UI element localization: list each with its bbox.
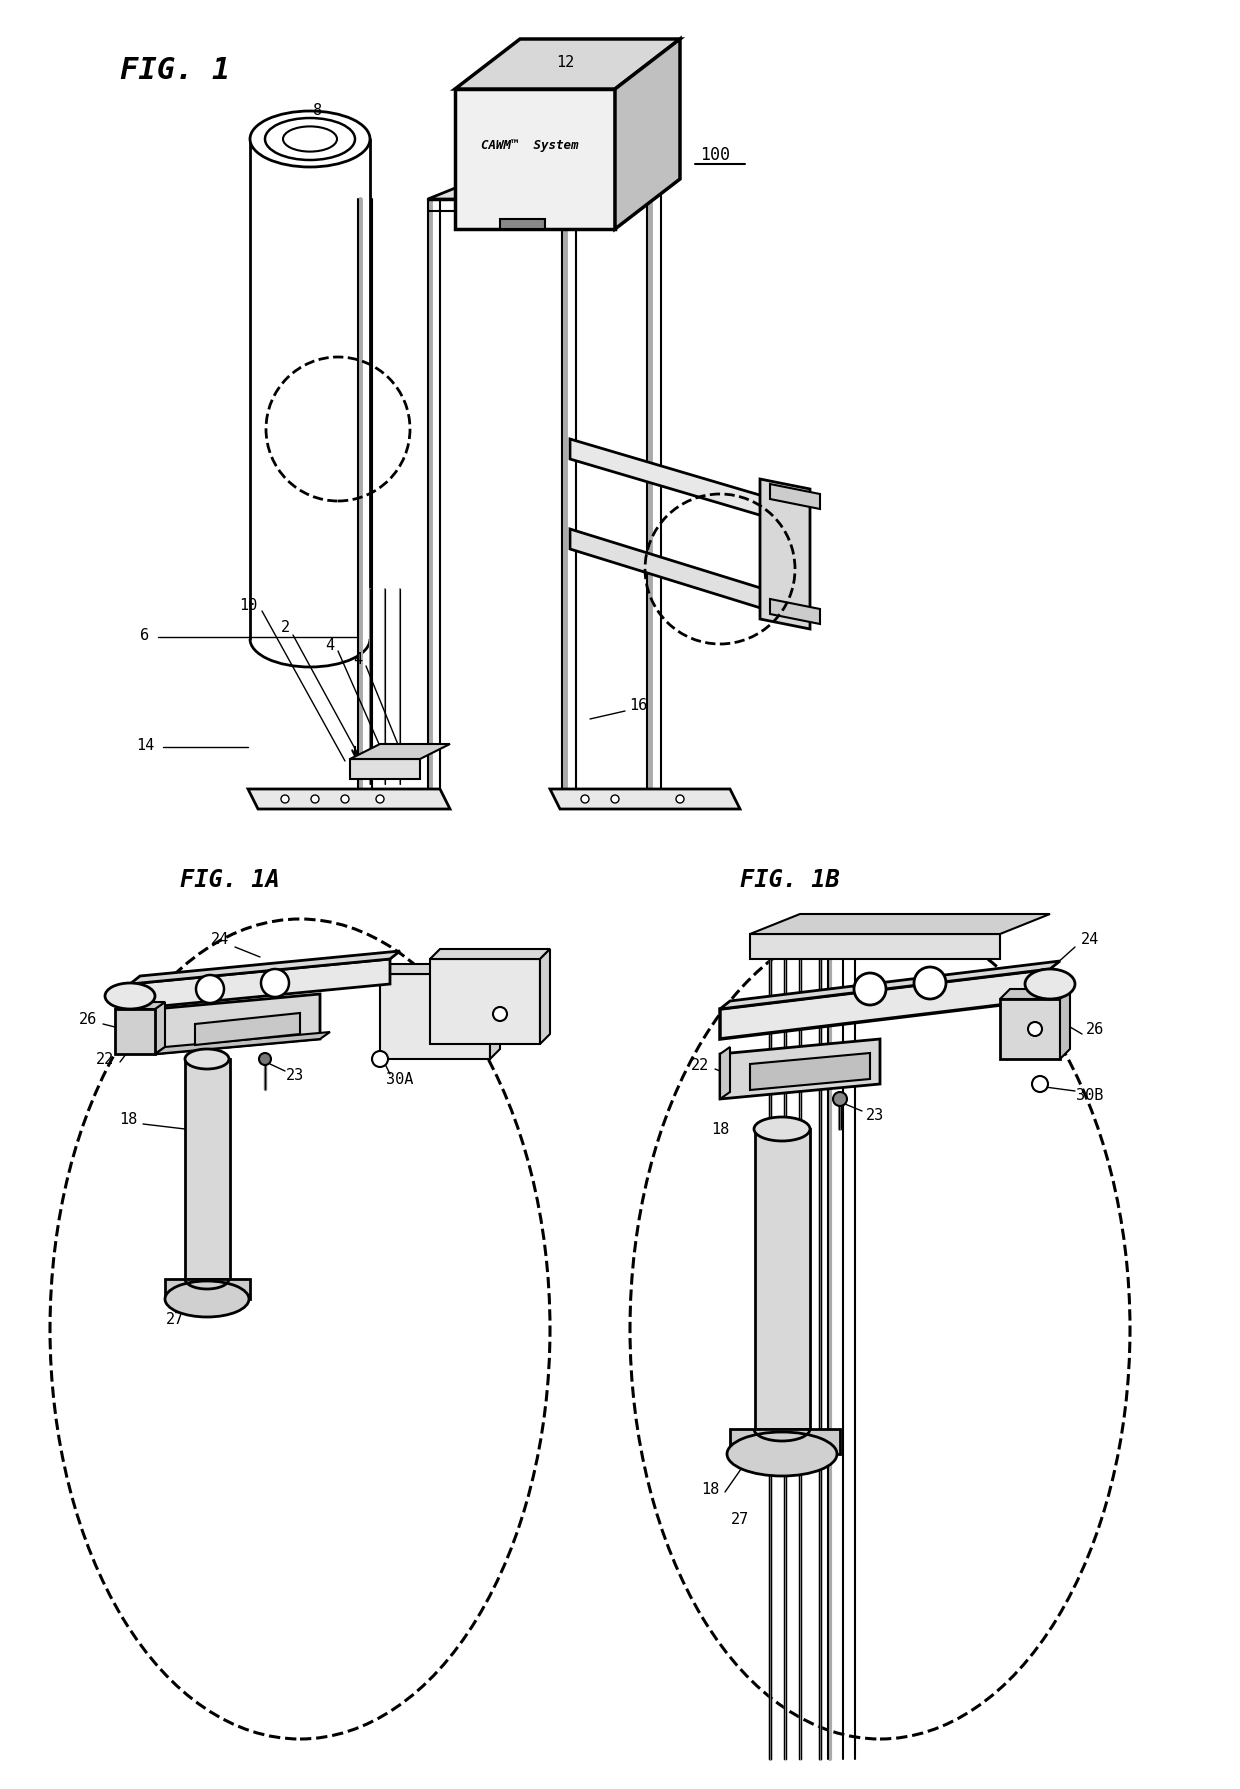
- Text: 22: 22: [691, 1057, 709, 1072]
- Polygon shape: [570, 530, 780, 615]
- Ellipse shape: [754, 1118, 810, 1141]
- Text: 16: 16: [629, 698, 647, 712]
- Text: 24: 24: [1081, 932, 1099, 946]
- Ellipse shape: [105, 984, 155, 1009]
- Polygon shape: [720, 970, 1050, 1039]
- Text: FIG. 1B: FIG. 1B: [740, 868, 839, 891]
- Polygon shape: [130, 959, 391, 1009]
- Polygon shape: [248, 789, 450, 810]
- Circle shape: [1032, 1077, 1048, 1093]
- Text: 27: 27: [730, 1512, 749, 1526]
- Text: 30B: 30B: [1076, 1088, 1104, 1102]
- Polygon shape: [750, 914, 1050, 934]
- Circle shape: [611, 796, 619, 803]
- Circle shape: [494, 1007, 507, 1022]
- Circle shape: [281, 796, 289, 803]
- Polygon shape: [999, 1000, 1060, 1059]
- Text: 2: 2: [280, 621, 290, 635]
- Text: 27: 27: [166, 1311, 184, 1327]
- Polygon shape: [750, 934, 999, 959]
- Polygon shape: [350, 760, 420, 780]
- Polygon shape: [755, 1129, 810, 1429]
- Circle shape: [341, 796, 348, 803]
- Polygon shape: [760, 479, 810, 630]
- Polygon shape: [1060, 989, 1070, 1059]
- Ellipse shape: [727, 1433, 837, 1476]
- Text: 23: 23: [866, 1107, 884, 1122]
- Text: 18: 18: [119, 1113, 138, 1127]
- Polygon shape: [379, 964, 500, 975]
- Circle shape: [311, 796, 319, 803]
- Ellipse shape: [165, 1281, 249, 1317]
- Text: CAWM™  System: CAWM™ System: [481, 138, 579, 152]
- Ellipse shape: [1025, 970, 1075, 1000]
- Ellipse shape: [50, 920, 551, 1739]
- Polygon shape: [428, 175, 650, 200]
- Text: 8: 8: [314, 102, 322, 118]
- Polygon shape: [115, 1002, 165, 1009]
- Polygon shape: [350, 744, 450, 760]
- Polygon shape: [155, 1002, 165, 1054]
- Circle shape: [372, 1052, 388, 1068]
- Ellipse shape: [250, 113, 370, 168]
- Polygon shape: [490, 964, 500, 1059]
- Polygon shape: [539, 950, 551, 1045]
- Polygon shape: [455, 39, 680, 89]
- Ellipse shape: [283, 127, 337, 152]
- Polygon shape: [379, 975, 490, 1059]
- Polygon shape: [999, 989, 1070, 1000]
- Text: 14: 14: [136, 737, 154, 751]
- Polygon shape: [615, 39, 680, 229]
- Circle shape: [260, 970, 289, 998]
- Text: 22: 22: [95, 1052, 114, 1066]
- Text: 26: 26: [79, 1013, 97, 1027]
- Text: 30A: 30A: [387, 1072, 414, 1088]
- Text: FIG. 1A: FIG. 1A: [180, 868, 280, 891]
- Text: 6: 6: [140, 628, 150, 642]
- Circle shape: [854, 973, 887, 1005]
- Polygon shape: [155, 995, 320, 1054]
- Polygon shape: [720, 1039, 880, 1100]
- Circle shape: [582, 796, 589, 803]
- Polygon shape: [130, 952, 401, 984]
- Circle shape: [833, 1093, 847, 1106]
- Circle shape: [676, 796, 684, 803]
- Polygon shape: [720, 961, 1060, 1009]
- Polygon shape: [430, 950, 551, 959]
- Polygon shape: [750, 1054, 870, 1090]
- Text: 18: 18: [711, 1122, 729, 1136]
- Text: 100: 100: [701, 147, 730, 165]
- Text: 4: 4: [353, 653, 362, 667]
- Ellipse shape: [185, 1050, 229, 1070]
- Polygon shape: [185, 1059, 229, 1279]
- Text: 24: 24: [211, 932, 229, 946]
- Circle shape: [376, 796, 384, 803]
- Circle shape: [196, 975, 224, 1004]
- Polygon shape: [195, 1013, 300, 1045]
- Polygon shape: [155, 1032, 330, 1054]
- Ellipse shape: [630, 920, 1130, 1739]
- Polygon shape: [430, 959, 539, 1045]
- Text: 26: 26: [1086, 1022, 1104, 1038]
- Bar: [455, 89, 615, 229]
- Polygon shape: [770, 485, 820, 510]
- Circle shape: [259, 1054, 272, 1066]
- Text: 23: 23: [286, 1066, 304, 1082]
- Polygon shape: [500, 220, 546, 229]
- Polygon shape: [770, 599, 820, 624]
- Circle shape: [1028, 1023, 1042, 1036]
- Polygon shape: [720, 1047, 730, 1100]
- Text: 10: 10: [239, 598, 257, 612]
- Text: FIG. 1: FIG. 1: [120, 55, 231, 84]
- Polygon shape: [551, 789, 740, 810]
- Polygon shape: [730, 1429, 839, 1454]
- Text: 12: 12: [556, 54, 574, 70]
- Ellipse shape: [265, 118, 355, 161]
- Text: 18: 18: [701, 1481, 719, 1497]
- Polygon shape: [115, 1009, 155, 1054]
- Text: 4: 4: [325, 637, 335, 653]
- Circle shape: [914, 968, 946, 1000]
- Polygon shape: [570, 440, 790, 524]
- Polygon shape: [165, 1279, 250, 1299]
